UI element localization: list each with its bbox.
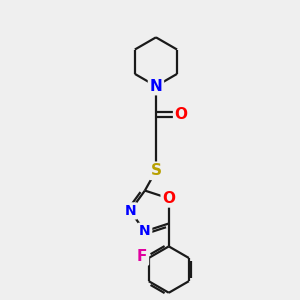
Text: O: O [175,107,188,122]
Text: F: F [137,249,147,264]
Text: O: O [162,191,175,206]
Text: N: N [124,204,136,218]
Text: S: S [150,163,161,178]
Text: N: N [139,224,151,238]
Text: N: N [150,79,162,94]
